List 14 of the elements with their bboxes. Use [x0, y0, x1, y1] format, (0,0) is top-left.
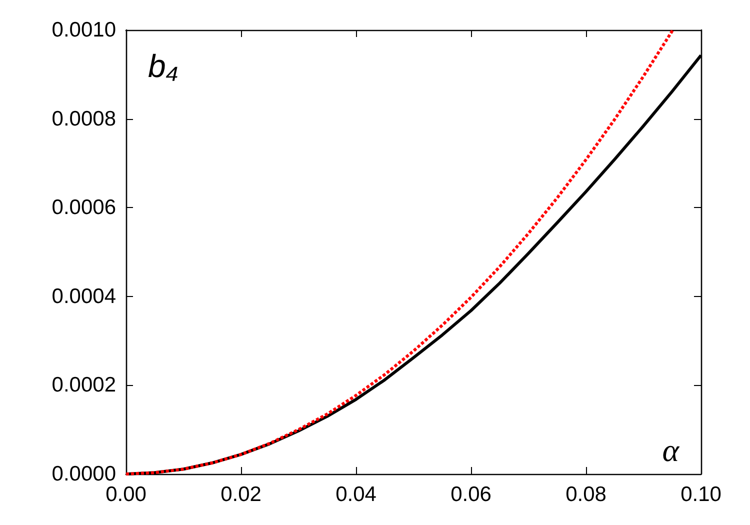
y-tick-label: 0.0002 [52, 374, 116, 397]
x-tick-label: 0.02 [220, 483, 262, 506]
x-tick-label: 0.06 [450, 483, 492, 506]
y-axis-title: b₄ [148, 48, 179, 84]
x-tick-label: 0.10 [680, 483, 722, 506]
x-tick-label: 0.04 [336, 483, 377, 506]
y-tick-label: 0.0006 [52, 196, 116, 220]
y-tick-label: 0.0004 [52, 284, 116, 308]
y-tick-label: 0.0010 [52, 18, 116, 42]
x-tick-label: 0.08 [566, 483, 606, 506]
y-tick-label: 0.0000 [52, 462, 116, 486]
y-tick-label: 0.0008 [52, 107, 116, 130]
x-tick-label: 0.00 [106, 483, 146, 506]
x-axis-title: α [662, 432, 680, 468]
